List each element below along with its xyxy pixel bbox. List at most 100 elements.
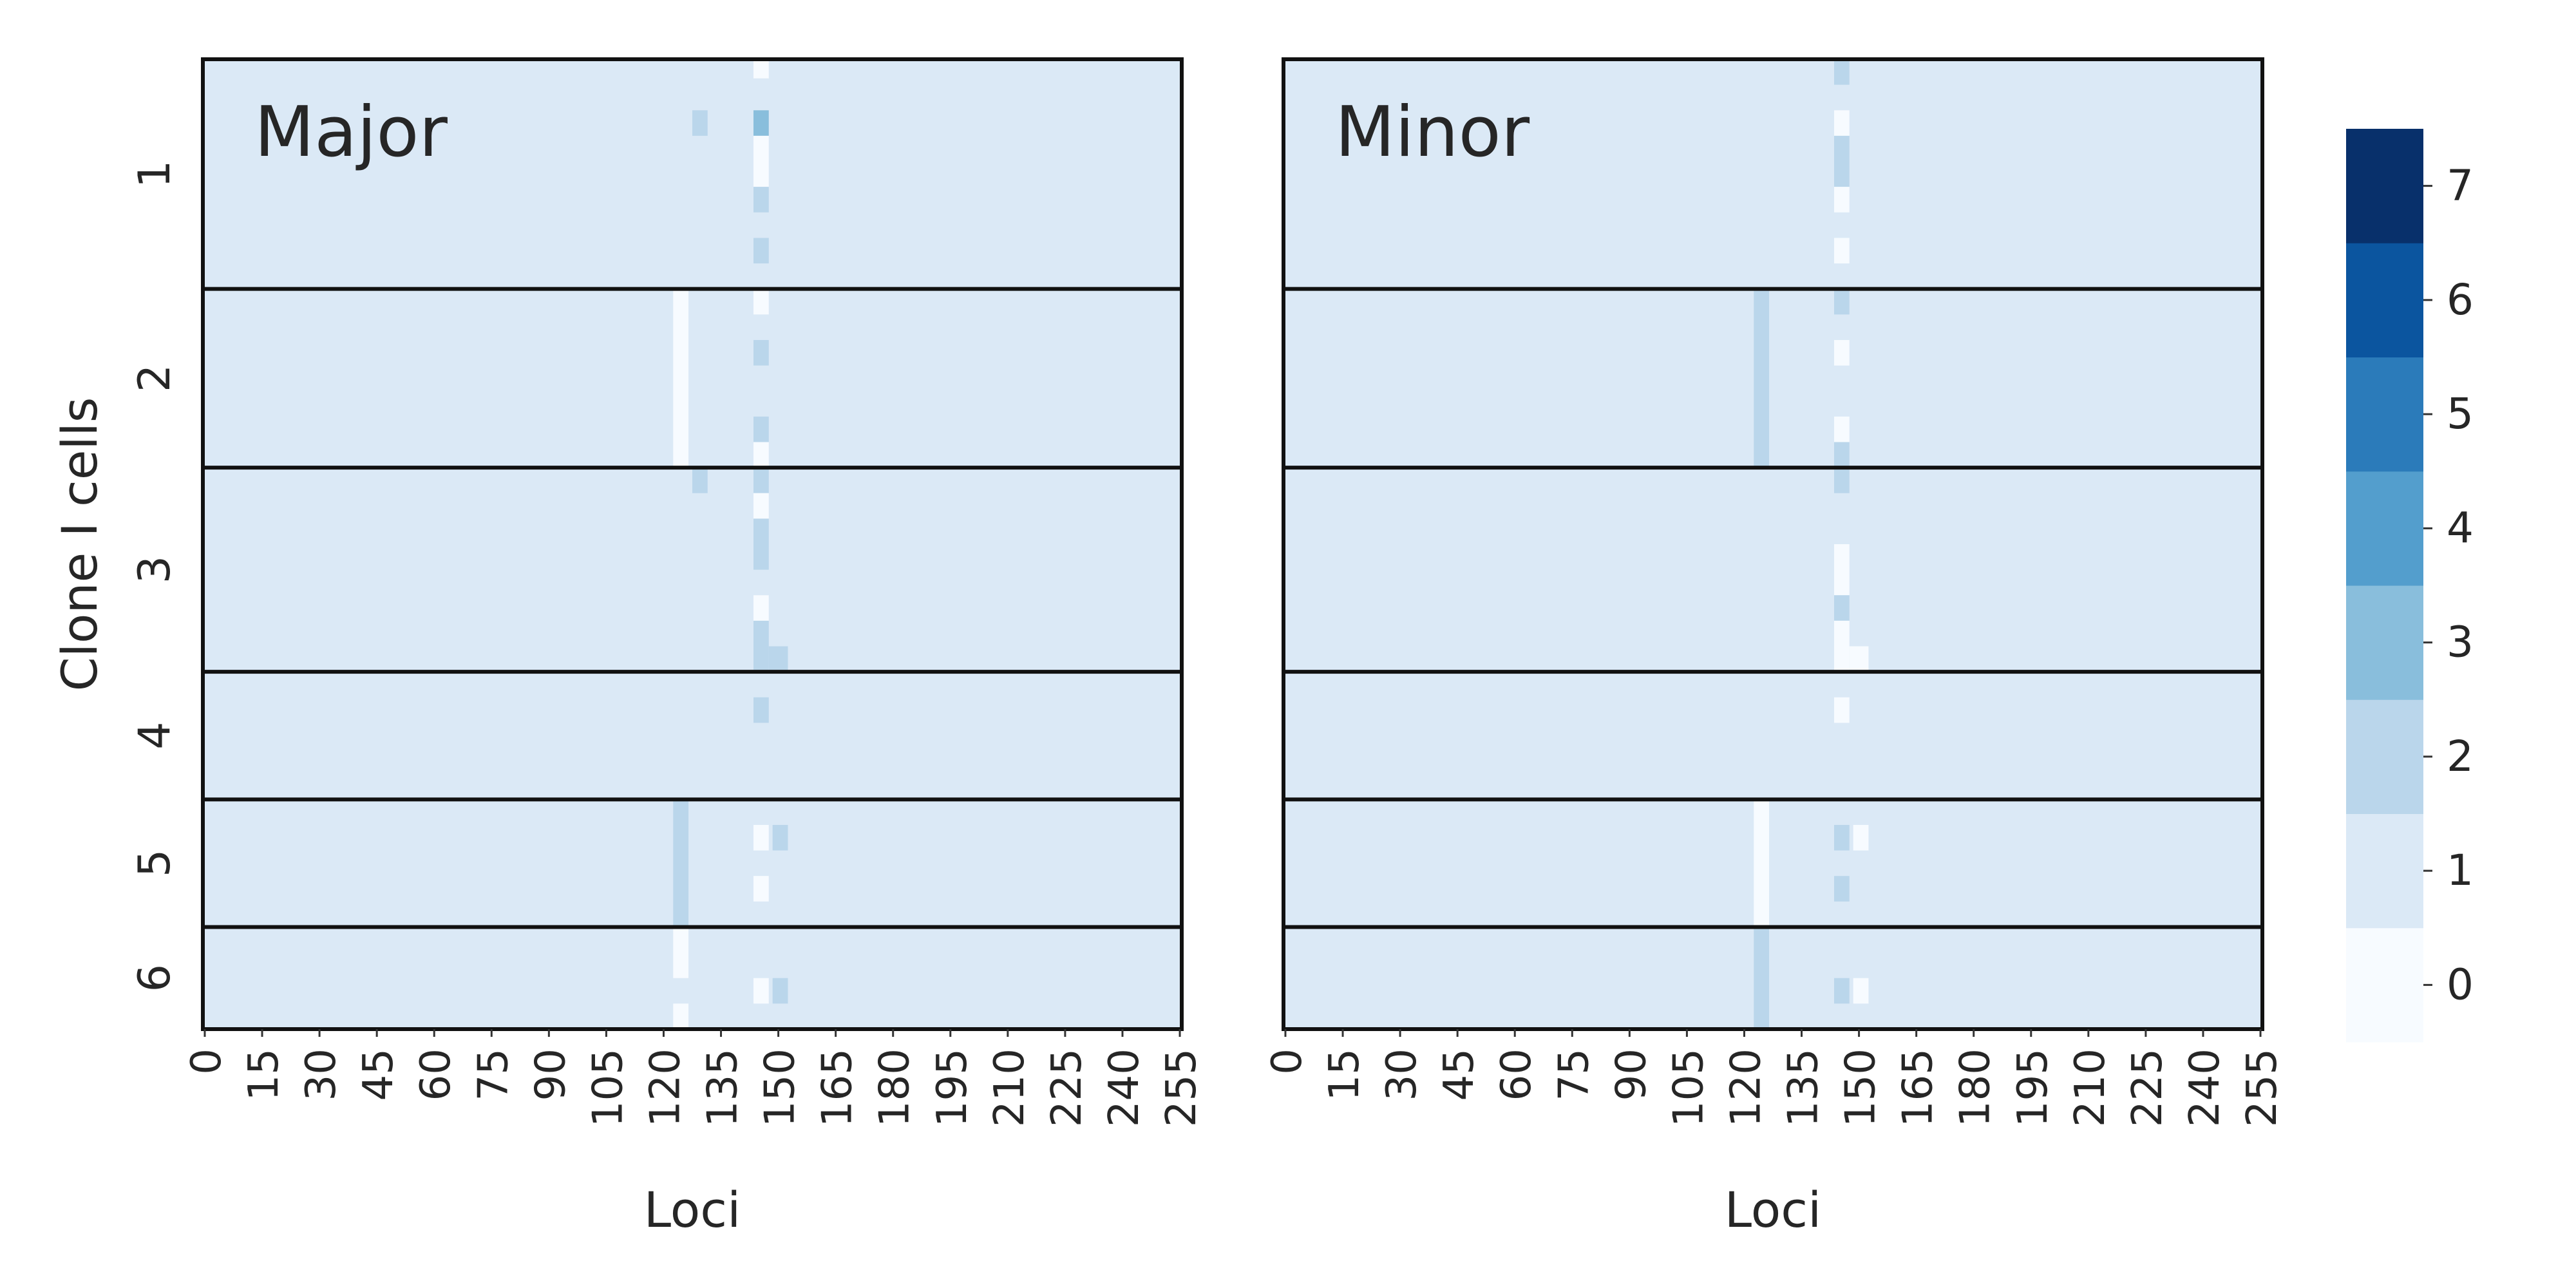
x-tick-label: 75 bbox=[1550, 1048, 1598, 1101]
heatmap-cell bbox=[1834, 595, 1850, 621]
x-tick-label: 240 bbox=[1101, 1048, 1148, 1127]
colorbar-segment bbox=[2346, 699, 2423, 814]
colorbar-tick-label: 1 bbox=[2447, 846, 2474, 895]
heatmap-background bbox=[1283, 59, 2262, 1029]
heatmap-cell bbox=[1834, 544, 1850, 596]
heatmap-cell bbox=[753, 238, 769, 264]
heatmap-cell bbox=[692, 110, 708, 136]
heatmap-cell bbox=[753, 289, 769, 315]
x-axis-label: Loci bbox=[1725, 1181, 1821, 1238]
heatmap-cell bbox=[1834, 697, 1850, 723]
x-tick-label: 75 bbox=[469, 1048, 517, 1101]
colorbar-tick-label: 6 bbox=[2447, 275, 2474, 325]
heatmap-cell bbox=[753, 135, 769, 187]
heatmap-cell bbox=[753, 595, 769, 621]
x-tick-label: 210 bbox=[986, 1048, 1034, 1127]
colorbar-segment bbox=[2346, 129, 2423, 243]
heatmap-cell bbox=[1834, 620, 1850, 672]
heatmap-cell bbox=[1754, 927, 1770, 1029]
y-tick-label: 1 bbox=[129, 160, 180, 188]
y-axis-label: Clone I cells bbox=[51, 397, 108, 692]
x-tick-label: 180 bbox=[1952, 1048, 2000, 1127]
colorbar-tick-label: 0 bbox=[2447, 960, 2474, 1009]
heatmap-cell bbox=[1834, 187, 1850, 213]
x-tick-label: 90 bbox=[1607, 1048, 1655, 1101]
x-tick-label: 60 bbox=[1493, 1048, 1540, 1101]
heatmap-cell bbox=[1834, 339, 1850, 366]
x-axis-label: Loci bbox=[644, 1181, 741, 1238]
heatmap-cell bbox=[1834, 824, 1850, 851]
x-tick-label: 45 bbox=[355, 1048, 402, 1101]
colorbar-tick-label: 2 bbox=[2447, 732, 2474, 781]
x-tick-label: 30 bbox=[1378, 1048, 1426, 1101]
x-tick-label: 135 bbox=[1780, 1048, 1828, 1127]
x-tick-label: 255 bbox=[2239, 1048, 2286, 1127]
heatmap-cell bbox=[1834, 59, 1850, 85]
colorbar-segment bbox=[2346, 357, 2423, 472]
heatmap-cell bbox=[753, 110, 769, 136]
x-tick-label: 105 bbox=[1665, 1048, 1712, 1127]
x-tick-label: 45 bbox=[1435, 1048, 1483, 1101]
heatmap-cell bbox=[1849, 646, 1869, 672]
colorbar-segment bbox=[2346, 927, 2423, 1043]
y-tick-label: 3 bbox=[129, 556, 180, 583]
x-tick-label: 210 bbox=[2067, 1048, 2114, 1127]
x-tick-label: 0 bbox=[183, 1048, 231, 1075]
x-tick-label: 195 bbox=[929, 1048, 976, 1127]
colorbar-segment bbox=[2346, 243, 2423, 357]
heatmap-cell bbox=[1754, 799, 1770, 927]
heatmap-cell bbox=[753, 620, 769, 672]
heatmap-cell bbox=[673, 289, 689, 468]
heatmap-cell bbox=[753, 493, 769, 519]
x-tick-label: 225 bbox=[2124, 1048, 2172, 1127]
x-tick-label: 165 bbox=[1895, 1048, 1942, 1127]
heatmap-cell bbox=[673, 1003, 689, 1029]
heatmap-cell bbox=[673, 799, 689, 927]
x-tick-label: 180 bbox=[871, 1048, 919, 1127]
x-tick-label: 15 bbox=[1321, 1048, 1368, 1101]
colorbar-tick-label: 7 bbox=[2447, 161, 2474, 211]
x-tick-label: 150 bbox=[757, 1048, 804, 1127]
colorbar-tick-label: 5 bbox=[2447, 389, 2474, 439]
heatmap-cell bbox=[1853, 978, 1869, 1004]
x-tick-label: 90 bbox=[527, 1048, 574, 1101]
y-tick-label: 2 bbox=[129, 365, 180, 392]
panel-frame bbox=[201, 57, 1184, 1031]
heatmap-cell bbox=[753, 339, 769, 366]
x-tick-label: 150 bbox=[1837, 1048, 1885, 1127]
colorbar: 0 1 2 3 4 5 6 7 bbox=[2346, 129, 2474, 1043]
y-tick-label: 5 bbox=[129, 849, 180, 877]
heatmap-background bbox=[203, 59, 1182, 1029]
heatmap-cell bbox=[1834, 876, 1850, 902]
heatmap-cell bbox=[1834, 135, 1850, 187]
x-tick-label: 60 bbox=[412, 1048, 460, 1101]
x-tick-label: 165 bbox=[814, 1048, 862, 1127]
heatmap-cell bbox=[768, 646, 788, 672]
x-tick-label: 120 bbox=[641, 1048, 689, 1127]
heatmap-cell bbox=[753, 876, 769, 902]
colorbar-segment bbox=[2346, 813, 2423, 929]
panel-title: Minor bbox=[1335, 92, 1530, 173]
panel-title: Major bbox=[254, 92, 448, 173]
heatmap-cell bbox=[753, 416, 769, 442]
heatmap-cell bbox=[753, 442, 769, 468]
x-tick-label: 0 bbox=[1264, 1048, 1311, 1075]
colorbar-tick-label: 4 bbox=[2447, 503, 2474, 553]
x-tick-label: 105 bbox=[584, 1048, 632, 1127]
heatmap-cell bbox=[753, 824, 769, 851]
heatmap-cell bbox=[1834, 416, 1850, 442]
y-tick-label: 4 bbox=[129, 722, 180, 750]
x-tick-label: 195 bbox=[2009, 1048, 2057, 1127]
heatmap-cell bbox=[1834, 238, 1850, 264]
heatmap-cell bbox=[753, 978, 769, 1004]
heatmap-cell bbox=[753, 59, 769, 79]
panel-frame bbox=[1282, 57, 2264, 1031]
colorbar-segment bbox=[2346, 471, 2423, 586]
heatmap-cell bbox=[753, 468, 769, 493]
heatmap-cell bbox=[753, 697, 769, 723]
heatmap-cell bbox=[1754, 289, 1770, 468]
